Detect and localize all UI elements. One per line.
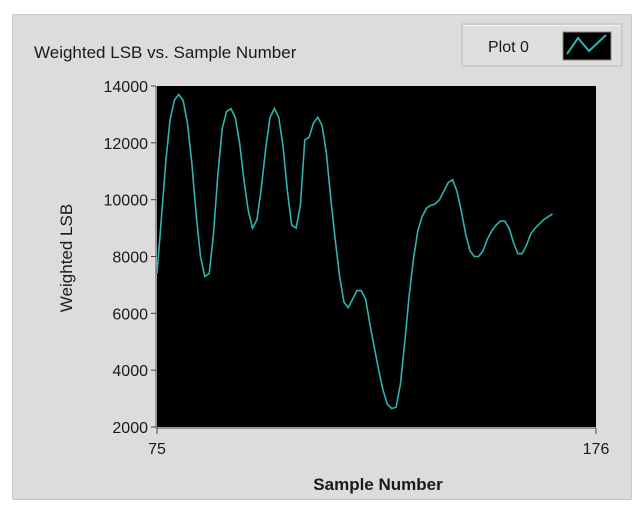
y-tick-label: 10000 [104,193,149,210]
x-tick-label: 75 [148,441,166,458]
legend-label: Plot 0 [488,39,529,56]
y-tick-label: 12000 [104,136,149,153]
y-tick-label: 6000 [112,306,148,323]
legend-highlight [463,25,621,26]
y-ticks: 14000 12000 10000 8000 6000 4000 2000 [104,79,156,437]
y-tick-label: 2000 [112,420,148,437]
y-tick-label: 14000 [104,79,149,96]
y-axis-label: Weighted LSB [57,204,76,312]
y-tick-label: 8000 [112,250,148,267]
legend-swatch-line-icon [566,34,607,55]
x-tick-label: 176 [583,441,610,458]
x-ticks: 75 176 [148,428,609,458]
legend[interactable]: Plot 0 [461,23,623,67]
chart-title: Weighted LSB vs. Sample Number [34,43,297,62]
y-tick-label: 4000 [112,363,148,380]
series-plot-0-line [156,93,553,410]
x-axis-label: Sample Number [313,475,443,494]
plot-area [157,86,596,427]
